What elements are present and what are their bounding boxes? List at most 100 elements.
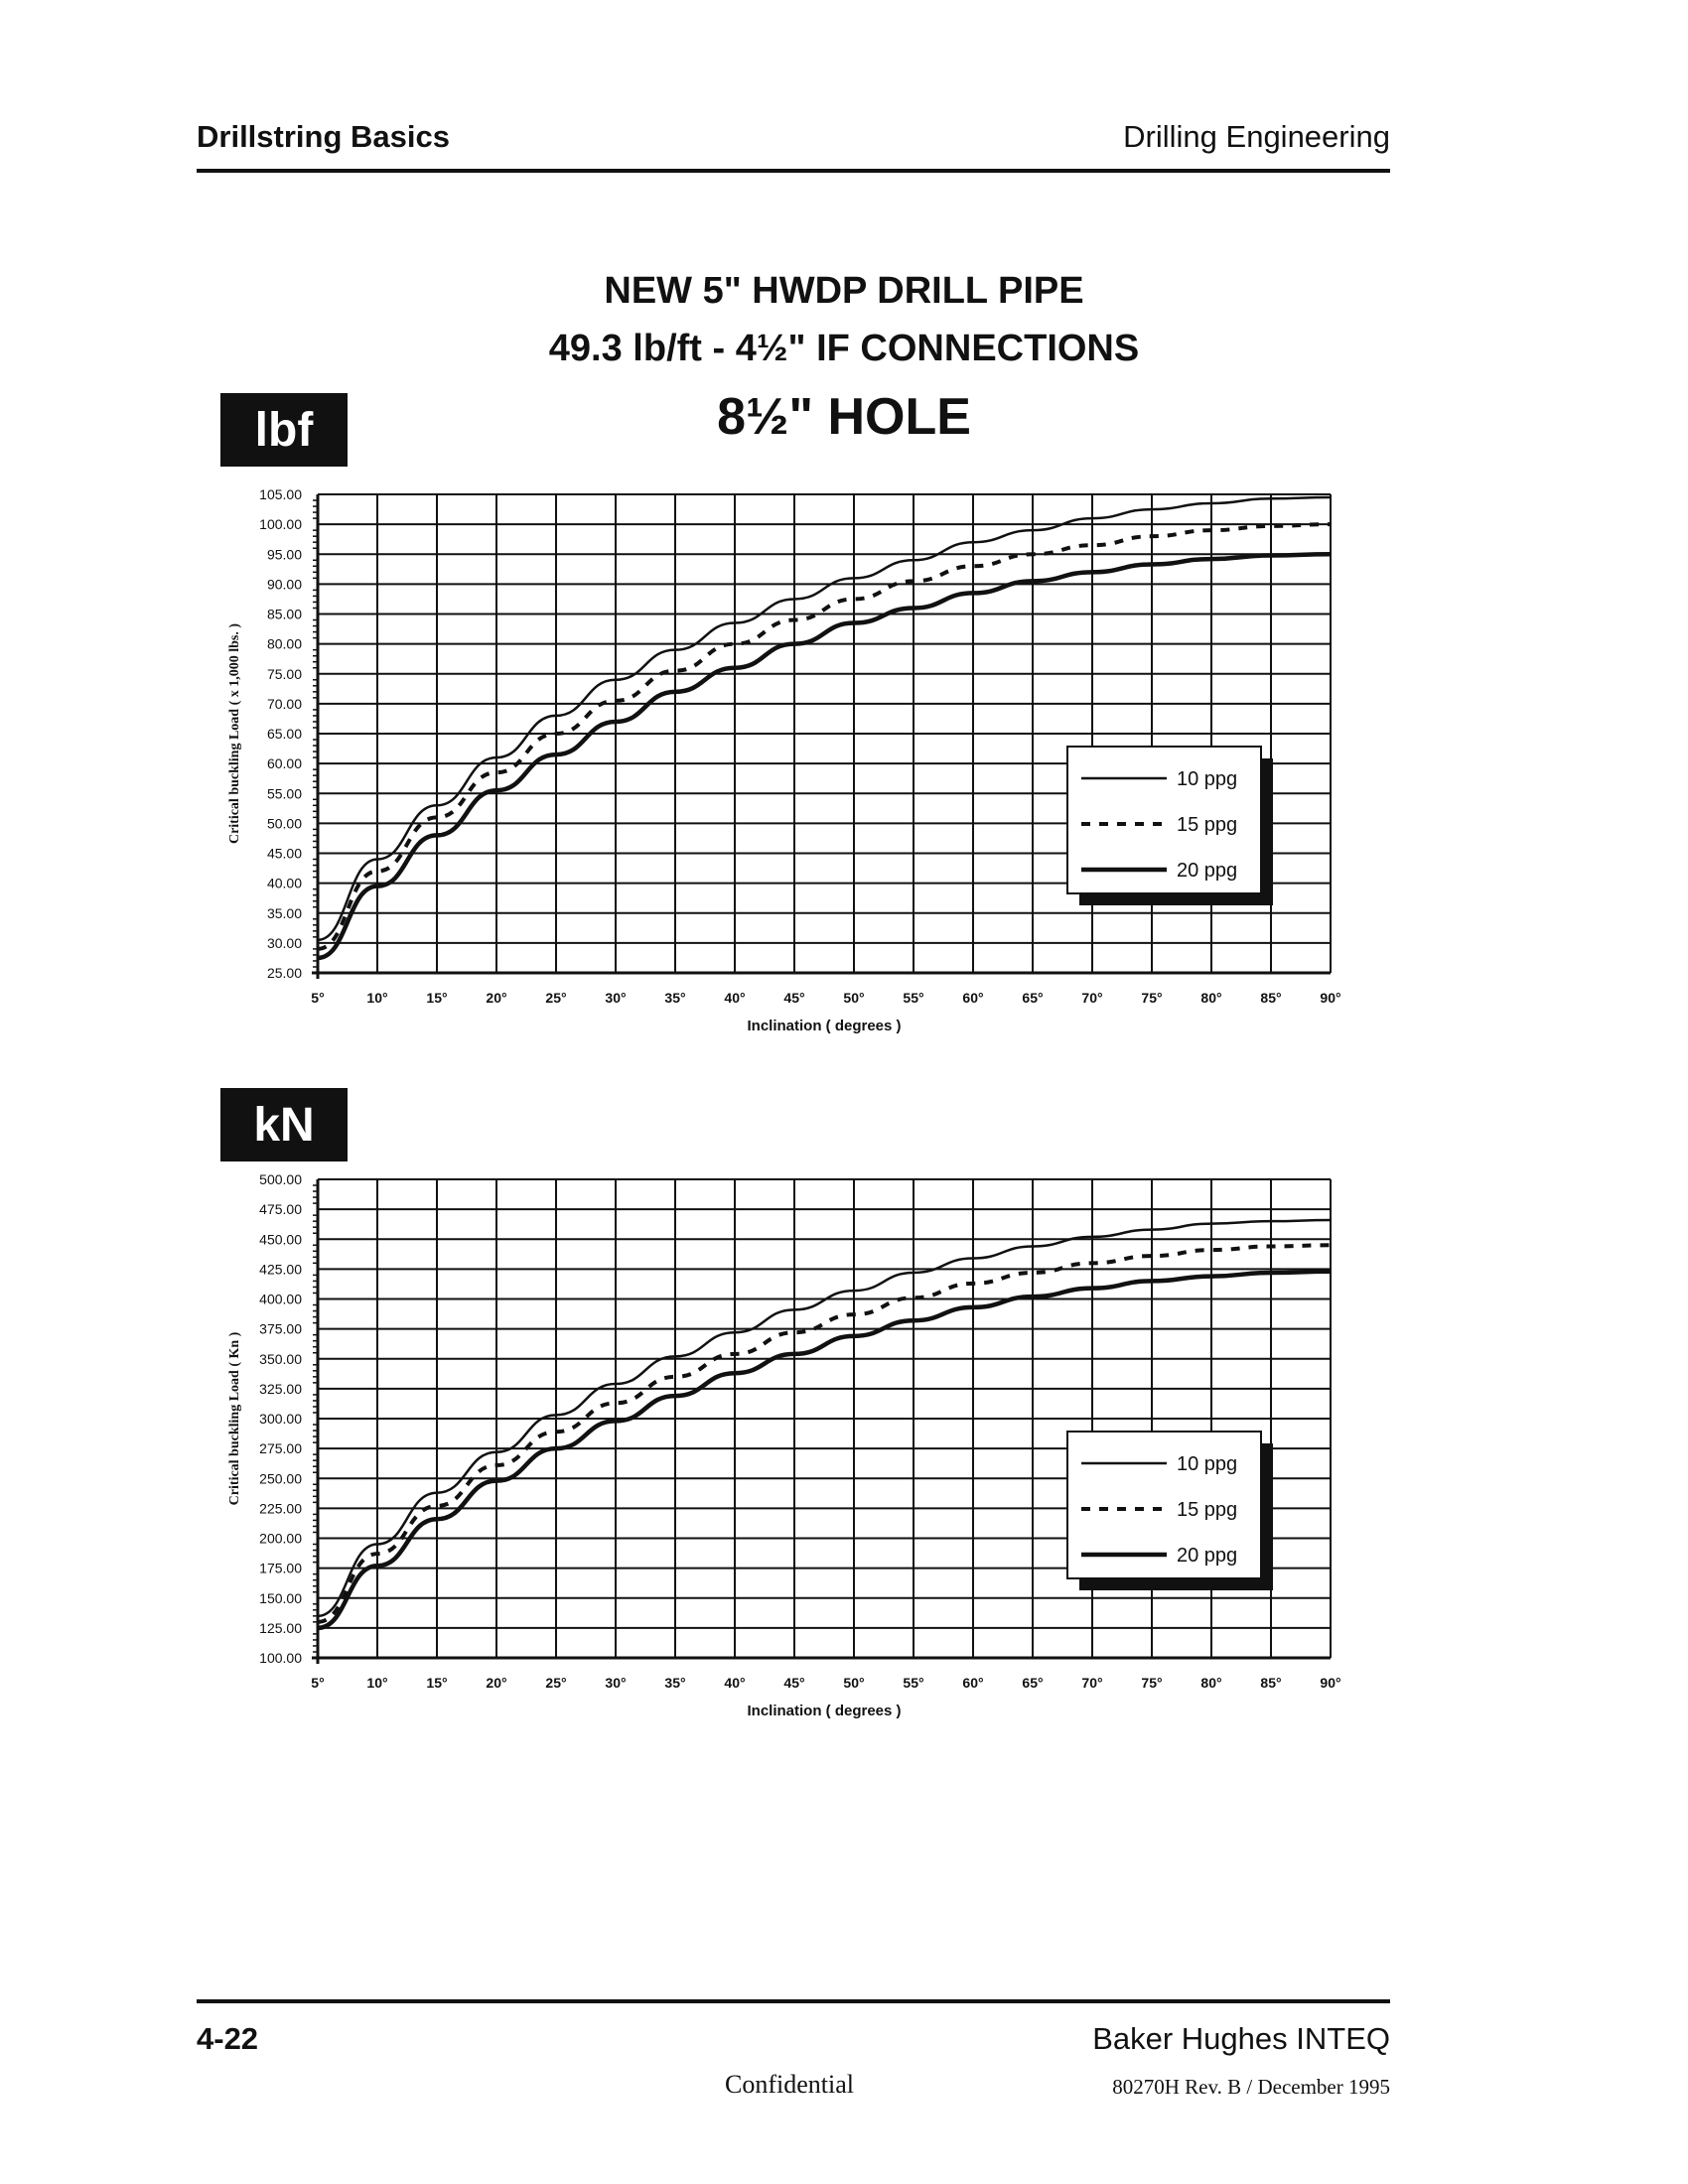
x-tick-label: 10° xyxy=(366,1675,387,1691)
y-tick-label: 65.00 xyxy=(267,726,302,742)
y-tick-label: 175.00 xyxy=(259,1561,302,1576)
x-tick-label: 25° xyxy=(545,1675,566,1691)
series-line-20-ppg xyxy=(317,1269,1332,1631)
y-tick-label: 70.00 xyxy=(267,696,302,712)
x-tick-label: 15° xyxy=(426,1675,447,1691)
legend-label: 15 ppg xyxy=(1177,814,1237,836)
series-line-10-ppg xyxy=(317,495,1332,942)
x-tick-label: 70° xyxy=(1081,1675,1102,1691)
x-tick-label: 60° xyxy=(962,990,983,1006)
y-tick-label: 500.00 xyxy=(259,1171,302,1187)
x-tick-label: 55° xyxy=(903,1675,923,1691)
y-tick-label: 100.00 xyxy=(259,1650,302,1666)
x-tick-label: 85° xyxy=(1260,990,1281,1006)
x-tick-label: 80° xyxy=(1200,1675,1221,1691)
y-tick-label: 125.00 xyxy=(259,1620,302,1636)
x-axis-title: Inclination ( degrees ) xyxy=(747,1018,901,1034)
x-tick-label: 40° xyxy=(724,1675,745,1691)
x-tick-label: 75° xyxy=(1141,1675,1162,1691)
series-line-15-ppg xyxy=(317,522,1332,951)
grid xyxy=(317,1178,1332,1659)
y-axis-title: Critical buckling Load ( Kn ) xyxy=(227,1331,242,1505)
y-tick-label: 85.00 xyxy=(267,607,302,622)
footer-revision: 80270H Rev. B / December 1995 xyxy=(1112,2075,1390,2099)
footer-rule xyxy=(197,1999,1390,2003)
x-tick-label: 50° xyxy=(843,990,864,1006)
x-tick-label: 85° xyxy=(1260,1675,1281,1691)
y-tick-label: 105.00 xyxy=(259,486,302,502)
series-line-20-ppg xyxy=(317,552,1332,961)
y-tick-label: 50.00 xyxy=(267,815,302,831)
x-tick-label: 40° xyxy=(724,990,745,1006)
y-tick-label: 400.00 xyxy=(259,1292,302,1307)
chart-lbf: 5° 10° 15° 20° 25° 30° 35° 40° 45° 50° 55° 60° 65° 70… xyxy=(227,486,1341,1034)
header-rule xyxy=(197,169,1390,173)
y-tick-label: 55.00 xyxy=(267,785,302,801)
footer-confidential: Confidential xyxy=(725,2070,854,2099)
unit-label-kn: kN xyxy=(220,1088,348,1161)
y-tick-label: 375.00 xyxy=(259,1321,302,1337)
y-tick-label: 45.00 xyxy=(267,846,302,862)
y-tick-label: 30.00 xyxy=(267,935,302,951)
x-tick-label: 15° xyxy=(426,990,447,1006)
y-tick-label: 425.00 xyxy=(259,1261,302,1277)
x-tick-label: 80° xyxy=(1200,990,1221,1006)
y-tick-label: 475.00 xyxy=(259,1201,302,1217)
y-tick-label: 350.00 xyxy=(259,1351,302,1367)
x-axis-title: Inclination ( degrees ) xyxy=(747,1703,901,1719)
footer-company: Baker Hughes INTEQ xyxy=(1092,2021,1390,2056)
x-tick-label: 30° xyxy=(605,1675,626,1691)
y-tick-label: 275.00 xyxy=(259,1440,302,1456)
x-tick-label: 75° xyxy=(1141,990,1162,1006)
y-tick-label: 250.00 xyxy=(259,1470,302,1486)
x-tick-label: 30° xyxy=(605,990,626,1006)
x-tick-label: 70° xyxy=(1081,990,1102,1006)
x-tick-label: 60° xyxy=(962,1675,983,1691)
page-number: 4-22 xyxy=(197,2021,259,2056)
y-tick-label: 450.00 xyxy=(259,1231,302,1247)
y-tick-label: 225.00 xyxy=(259,1500,302,1516)
x-tick-label: 20° xyxy=(486,990,506,1006)
y-tick-label: 300.00 xyxy=(259,1411,302,1427)
y-tick-label: 75.00 xyxy=(267,666,302,682)
y-axis-title: Critical buckling Load ( x 1,000 lbs. ) xyxy=(227,623,242,844)
x-tick-label: 25° xyxy=(545,990,566,1006)
legend-label: 10 ppg xyxy=(1177,768,1237,790)
x-tick-label: 55° xyxy=(903,990,923,1006)
x-tick-label: 20° xyxy=(486,1675,506,1691)
x-tick-label: 5° xyxy=(311,990,324,1006)
y-tick-label: 80.00 xyxy=(267,636,302,652)
legend-label: 20 ppg xyxy=(1177,1545,1237,1567)
y-tick-label: 95.00 xyxy=(267,546,302,562)
x-tick-label: 65° xyxy=(1022,990,1043,1006)
y-tick-label: 40.00 xyxy=(267,876,302,891)
legend-label: 10 ppg xyxy=(1177,1453,1237,1475)
y-tick-label: 35.00 xyxy=(267,905,302,921)
x-tick-label: 5° xyxy=(311,1675,324,1691)
y-tick-label: 60.00 xyxy=(267,755,302,771)
series-line-15-ppg xyxy=(317,1243,1332,1624)
y-tick-label: 150.00 xyxy=(259,1590,302,1606)
x-tick-label: 65° xyxy=(1022,1675,1043,1691)
header-manual-title: Drilling Engineering xyxy=(1123,119,1390,154)
y-tick-label: 325.00 xyxy=(259,1381,302,1397)
chart-kn: 5° 10° 15° 20° 25° 30° 35° 40° 45° 50° 55° 60° 65° 70… xyxy=(227,1171,1341,1719)
y-tick-label: 25.00 xyxy=(267,965,302,981)
series-line-10-ppg xyxy=(317,1218,1332,1618)
chart-title-line-2: 49.3 lb/ft - 4½" IF CONNECTIONS xyxy=(548,328,1140,369)
legend-label: 15 ppg xyxy=(1177,1499,1237,1521)
x-tick-label: 90° xyxy=(1320,1675,1340,1691)
y-tick-label: 200.00 xyxy=(259,1531,302,1547)
x-tick-label: 35° xyxy=(664,990,685,1006)
chart-title-hole-size: 8½" HOLE xyxy=(717,388,971,446)
unit-label-lbf: lbf xyxy=(220,393,348,467)
chart-title-line-1: NEW 5" HWDP DRILL PIPE xyxy=(604,270,1084,312)
x-tick-label: 10° xyxy=(366,990,387,1006)
header-section-title: Drillstring Basics xyxy=(197,119,450,154)
x-tick-label: 35° xyxy=(664,1675,685,1691)
x-tick-label: 90° xyxy=(1320,990,1340,1006)
x-tick-label: 50° xyxy=(843,1675,864,1691)
x-tick-label: 45° xyxy=(783,1675,804,1691)
y-tick-label: 90.00 xyxy=(267,576,302,592)
x-tick-label: 45° xyxy=(783,990,804,1006)
